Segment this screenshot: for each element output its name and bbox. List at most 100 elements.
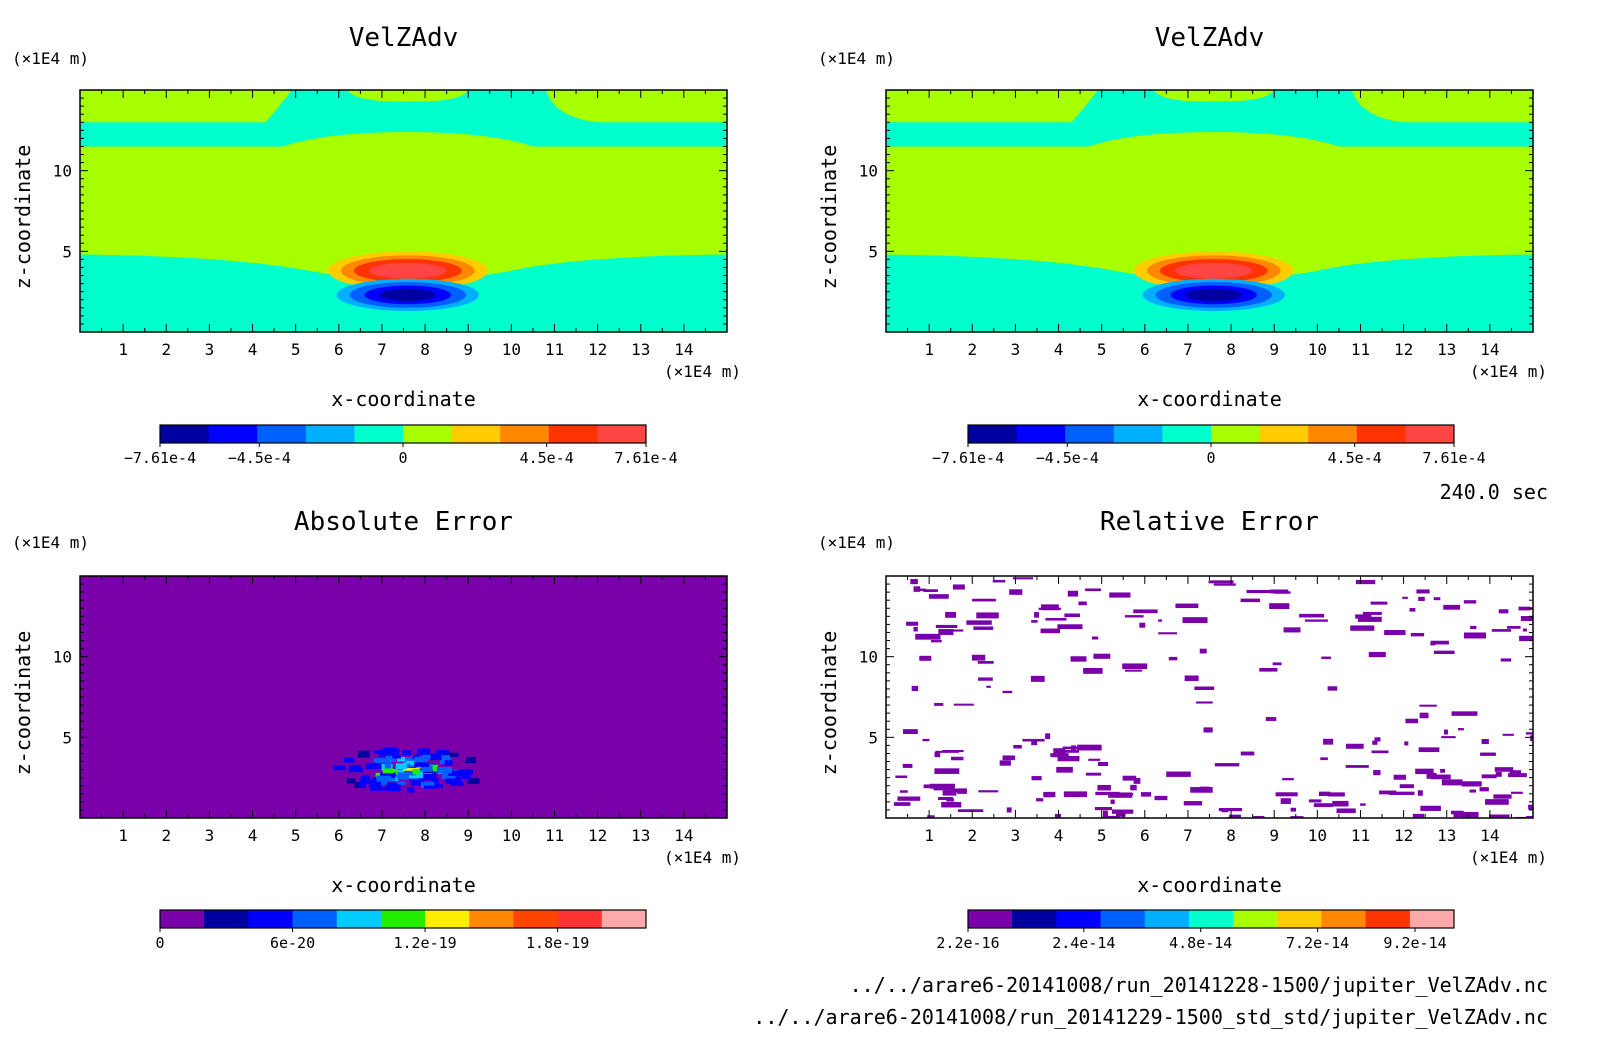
error-speckle (1063, 750, 1079, 753)
x-tick-label: 11 (545, 826, 564, 845)
error-speckle (1158, 619, 1163, 622)
error-speckle (1362, 611, 1382, 615)
error-speckle (1054, 813, 1061, 818)
error-speckle (1469, 789, 1477, 793)
colorbar-swatch (1162, 425, 1212, 443)
x-tick-label: 3 (205, 340, 215, 359)
error-blob (396, 775, 409, 780)
error-blob (354, 781, 363, 789)
x-tick-label: 5 (291, 340, 301, 359)
error-speckle (1370, 601, 1388, 605)
error-speckle (1158, 632, 1177, 635)
x-tick-label: 13 (1437, 340, 1456, 359)
error-speckle (1102, 810, 1108, 817)
x-axis-label: x-coordinate (1137, 873, 1282, 897)
error-blob (382, 768, 394, 774)
error-speckle (1031, 776, 1042, 781)
error-speckle (942, 790, 957, 796)
error-speckle (972, 598, 996, 602)
error-speckle (1368, 651, 1386, 658)
error-speckle (1384, 630, 1406, 636)
error-speckle (938, 629, 954, 635)
error-speckle (919, 655, 932, 661)
colorbar-label: 1.2e-19 (393, 934, 456, 952)
error-blob (410, 779, 425, 786)
error-speckle (1199, 648, 1207, 654)
error-speckle (1443, 604, 1461, 610)
x-tick-label: 10 (1308, 340, 1327, 359)
error-speckle (1430, 640, 1449, 645)
error-blob (417, 748, 430, 755)
error-speckle (1154, 795, 1168, 801)
error-speckle (1130, 784, 1137, 791)
x-tick-label: 1 (118, 826, 128, 845)
colorbar-swatch (336, 910, 382, 928)
error-speckle (971, 654, 986, 661)
error-speckle (938, 797, 953, 800)
colorbar-label: 4.5e-4 (1328, 449, 1382, 467)
x-tick-label: 10 (502, 826, 521, 845)
error-speckle (1441, 779, 1463, 786)
error-speckle (999, 760, 1011, 766)
error-speckle (1057, 755, 1080, 762)
error-speckle (1494, 767, 1514, 772)
error-speckle (934, 768, 960, 774)
colorbar-label: 0 (398, 449, 407, 467)
error-speckle (1357, 616, 1382, 622)
error-speckle (977, 660, 994, 664)
error-blob (421, 781, 435, 789)
x-tick-label: 6 (334, 340, 344, 359)
x-tick-label: 2 (967, 826, 977, 845)
y-tick-label: 5 (62, 242, 72, 261)
x-tick-label: 13 (1437, 826, 1456, 845)
error-speckle (1412, 813, 1425, 818)
error-speckle (1168, 656, 1178, 661)
error-speckle (1409, 607, 1416, 612)
error-blob (360, 775, 370, 780)
error-speckle (1002, 690, 1013, 694)
error-speckle (1274, 591, 1291, 594)
error-speckle (1481, 738, 1489, 745)
error-speckle (915, 633, 941, 640)
error-blob (387, 784, 401, 792)
error-blob (333, 765, 346, 771)
error-speckle (1133, 777, 1141, 784)
x-tick-label: 14 (1480, 826, 1499, 845)
file-path-1: ../../arare6-20141008/run_20141228-1500/… (850, 973, 1548, 997)
error-blob (461, 774, 471, 780)
error-speckle (1124, 615, 1144, 618)
colorbar-label: −4.5e-4 (1036, 449, 1099, 467)
x-tick-label: 4 (1054, 340, 1064, 359)
error-speckle (1071, 745, 1076, 751)
error-speckle (1500, 658, 1512, 662)
error-speckle (1085, 588, 1102, 592)
error-blob (373, 750, 387, 754)
x-tick-label: 13 (631, 340, 650, 359)
error-speckle (1097, 784, 1111, 791)
error-speckle (1094, 807, 1113, 811)
x-tick-label: 9 (463, 340, 473, 359)
colorbar-label: −7.61e-4 (932, 449, 1004, 467)
error-speckle (1327, 686, 1338, 691)
y-unit-label: (×1E4 m) (12, 533, 89, 552)
error-speckle (1304, 619, 1328, 622)
colorbar-swatch (968, 425, 1018, 443)
error-speckle (1078, 601, 1087, 606)
error-speckle (1259, 668, 1278, 672)
error-speckle (1350, 625, 1375, 631)
error-blob (387, 775, 396, 781)
x-tick-label: 6 (334, 826, 344, 845)
error-blob (396, 772, 410, 778)
error-blob (391, 769, 398, 775)
error-speckle (1410, 632, 1425, 637)
error-speckle (951, 756, 964, 761)
positive-core-level-4 (368, 262, 447, 279)
error-speckle (978, 677, 993, 681)
negative-core-level-4 (379, 288, 436, 302)
error-speckle (1522, 628, 1527, 632)
colorbar-label: 4.8e-14 (1169, 934, 1232, 952)
error-speckle (1282, 778, 1294, 781)
error-speckle (1038, 607, 1062, 610)
error-blob (420, 765, 433, 772)
error-speckle (927, 815, 935, 818)
